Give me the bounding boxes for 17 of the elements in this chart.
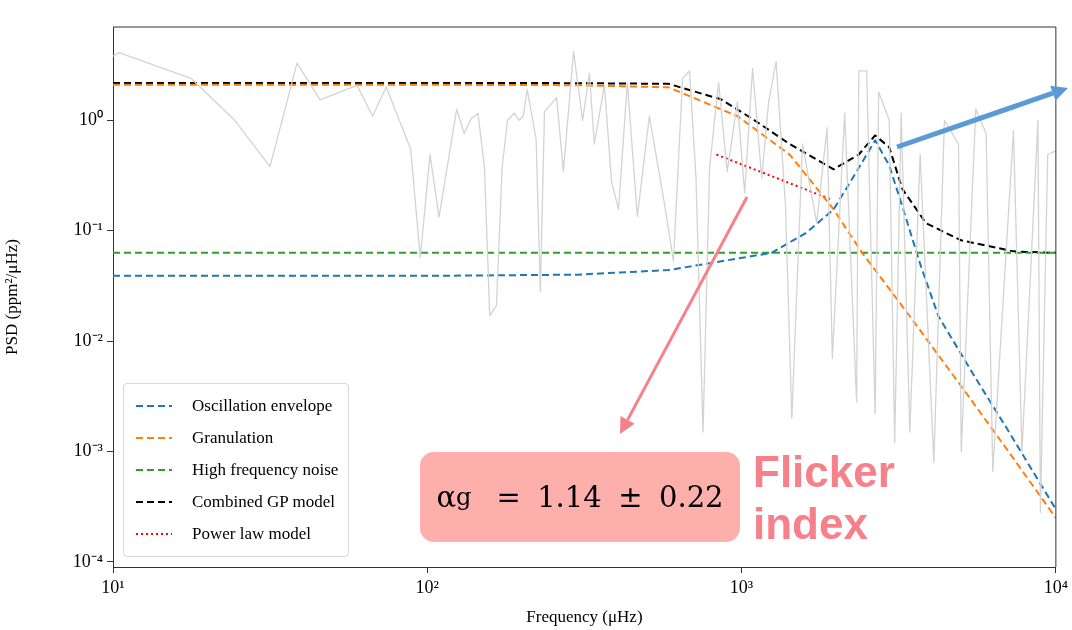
legend-label: Granulation xyxy=(192,428,274,448)
x-axis-title: Frequency (μHz) xyxy=(526,607,643,627)
legend-label: Power law model xyxy=(192,524,311,544)
x-tick-label: 10¹ xyxy=(101,576,125,597)
x-tick-label: 10³ xyxy=(729,576,754,597)
legend-label: Oscillation envelope xyxy=(192,396,333,416)
y-tick-label: 10⁰ xyxy=(79,109,103,130)
legend-label: Combined GP model xyxy=(192,492,335,512)
y-tick-label: 10⁻⁴ xyxy=(72,550,103,571)
x-tick-label: 10⁴ xyxy=(1043,576,1068,597)
y-axis-title: PSD (ppm²/μHz) xyxy=(1,239,21,355)
annotation: Flicker index xyxy=(753,446,896,550)
y-tick-label: 10⁻² xyxy=(73,329,103,350)
y-tick-label: 10⁻¹ xyxy=(73,219,103,240)
y-tick-label: 10⁻³ xyxy=(73,440,104,461)
legend-label: High frequency noise xyxy=(192,460,339,480)
x-tick-label: 10² xyxy=(415,576,439,597)
